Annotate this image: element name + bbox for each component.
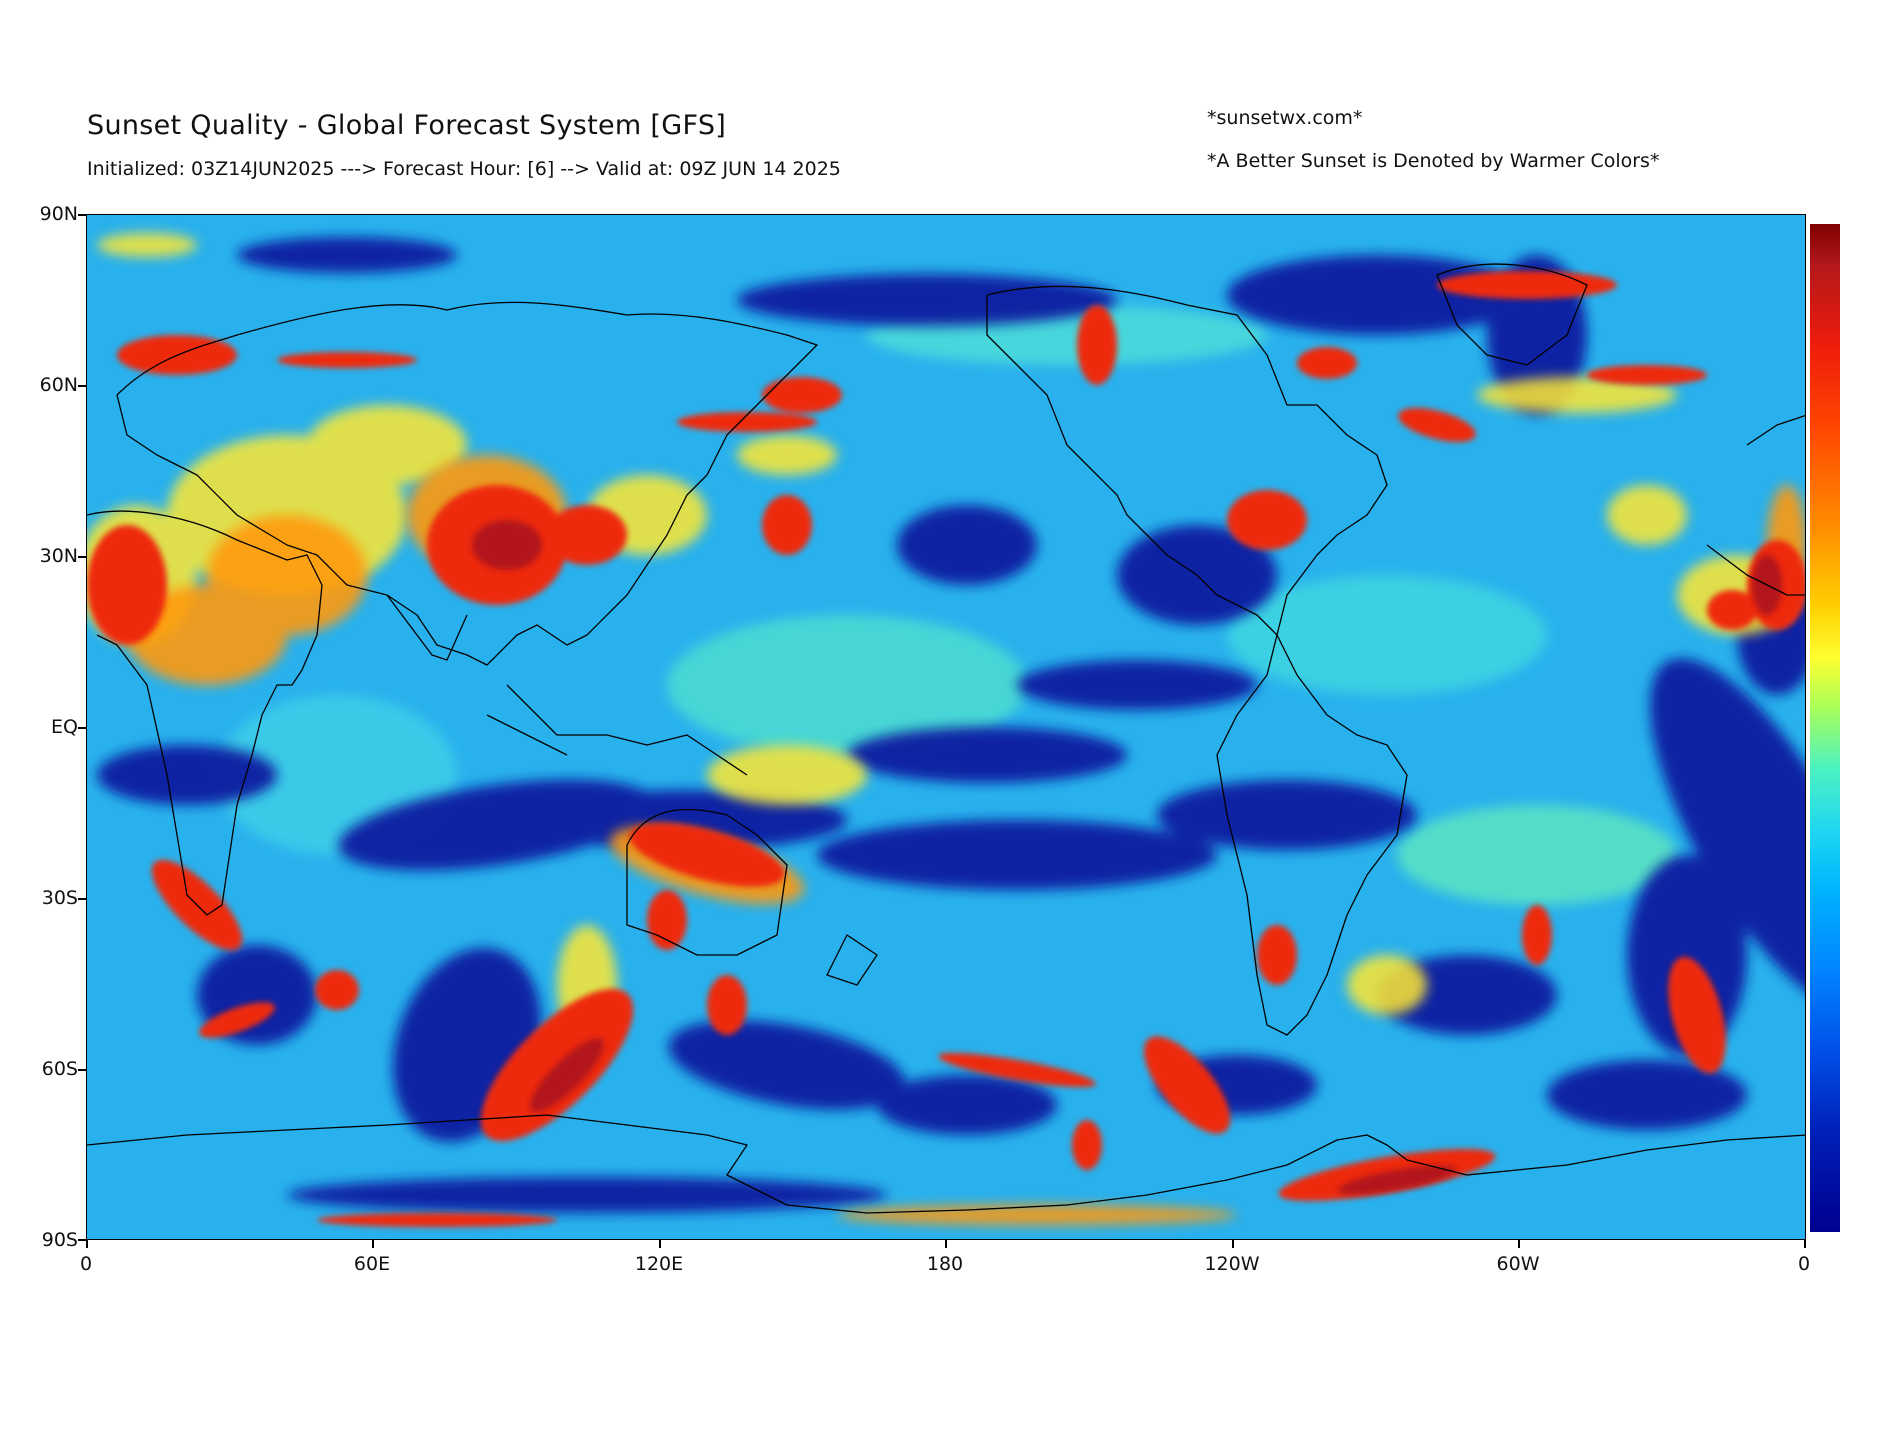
lat-tick xyxy=(78,1239,86,1241)
lat-tick xyxy=(78,1069,86,1071)
lon-tick xyxy=(659,1240,661,1248)
sunset-quality-map xyxy=(87,215,1805,1239)
credit-text: *sunsetwx.com* xyxy=(1207,107,1363,129)
lat-label-60n: 60N xyxy=(39,374,78,396)
high-quality-regions xyxy=(87,271,1805,1227)
lat-tick xyxy=(78,385,86,387)
lon-label-120w: 120W xyxy=(1204,1253,1260,1275)
lon-label-0: 0 xyxy=(79,1253,93,1275)
coastlines xyxy=(87,263,1805,1214)
lon-tick xyxy=(1232,1240,1234,1248)
lon-tick xyxy=(1518,1240,1520,1248)
lat-label-60s: 60S xyxy=(41,1058,78,1080)
legend-note: *A Better Sunset is Denoted by Warmer Co… xyxy=(1207,150,1660,172)
lon-tick xyxy=(86,1240,88,1248)
peak-quality-cores xyxy=(472,520,1782,1195)
lat-tick xyxy=(78,898,86,900)
lat-tick xyxy=(78,727,86,729)
colorbar xyxy=(1810,224,1840,1232)
chart-title: Sunset Quality - Global Forecast System … xyxy=(87,110,727,141)
lon-label-180: 180 xyxy=(926,1253,964,1275)
lon-label-0-east: 0 xyxy=(1797,1253,1811,1275)
mid-field-patches xyxy=(217,305,1677,905)
lat-tick xyxy=(78,556,86,558)
lat-tick xyxy=(78,214,86,216)
lat-label-eq: EQ xyxy=(51,716,78,738)
lon-label-60w: 60W xyxy=(1496,1253,1540,1275)
chart-subtitle: Initialized: 03Z14JUN2025 ---> Forecast … xyxy=(87,158,841,180)
map-plot-area xyxy=(86,214,1806,1240)
lat-label-30s: 30S xyxy=(41,887,78,909)
lon-tick xyxy=(1804,1240,1806,1248)
lon-tick xyxy=(372,1240,374,1248)
lon-label-60e: 60E xyxy=(353,1253,391,1275)
lat-label-30n: 30N xyxy=(39,545,78,567)
lon-label-120e: 120E xyxy=(634,1253,684,1275)
lat-label-90s: 90S xyxy=(41,1229,78,1251)
lat-label-90n: 90N xyxy=(39,203,78,225)
lon-tick xyxy=(945,1240,947,1248)
